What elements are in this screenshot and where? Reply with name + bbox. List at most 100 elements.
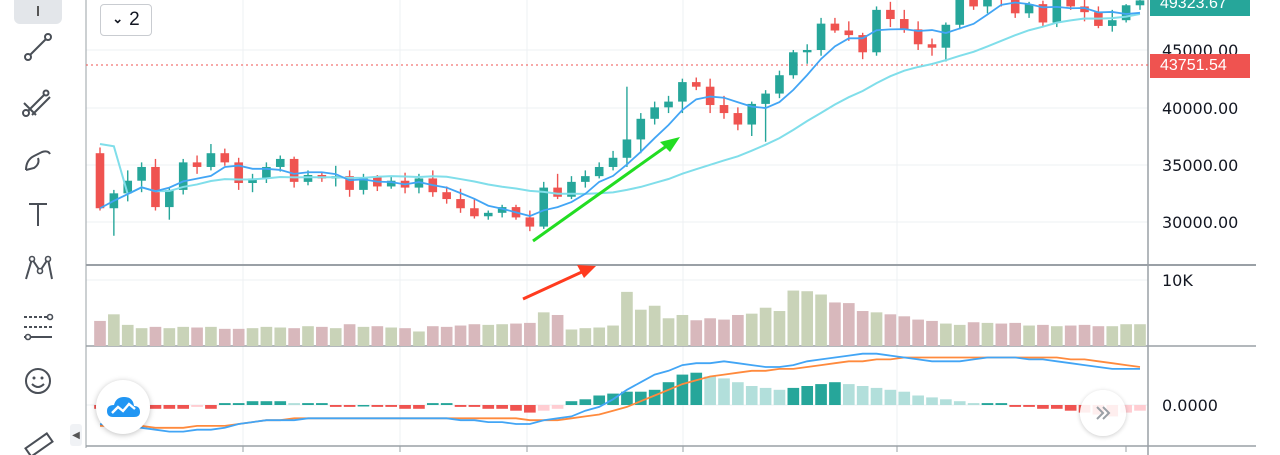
- red-volume-arrow[interactable]: [522, 265, 596, 301]
- candle-body: [1080, 6, 1089, 13]
- macd-histogram-bar: [510, 405, 522, 411]
- tool-pitchfork[interactable]: [14, 83, 62, 123]
- tool-text[interactable]: [14, 194, 62, 234]
- candle: [636, 113, 646, 154]
- candle: [95, 147, 105, 211]
- tool-cursor[interactable]: [14, 0, 62, 24]
- volume-bar: [260, 326, 273, 346]
- macd-histogram-bar: [676, 374, 689, 405]
- candle: [345, 170, 354, 197]
- volume-bar: [551, 314, 564, 346]
- candle-body: [858, 35, 867, 53]
- candle-body: [775, 75, 784, 94]
- tool-pattern[interactable]: [14, 249, 62, 289]
- candle-body: [594, 166, 604, 177]
- candle-body: [691, 82, 701, 87]
- candle-body: [275, 158, 285, 167]
- candle-body: [206, 153, 216, 167]
- candle: [913, 21, 923, 50]
- price-label-35000: 35000.00: [1162, 156, 1238, 175]
- interval-label: 2: [129, 9, 140, 30]
- chevron-left-icon: ◀: [72, 429, 80, 441]
- candle-body: [525, 217, 535, 227]
- volume-bar: [468, 324, 481, 346]
- tool-brush[interactable]: [14, 138, 62, 178]
- macd-histogram-bar: [191, 405, 203, 407]
- tool-measure[interactable]: [14, 305, 62, 345]
- candle: [927, 38, 937, 56]
- volume-bar: [856, 311, 869, 346]
- volume-bar: [135, 328, 148, 346]
- trend-line-icon: [24, 33, 52, 61]
- toolbar-collapse-handle[interactable]: ◀: [70, 424, 82, 446]
- volume-bar: [288, 328, 300, 346]
- scroll-to-realtime-button[interactable]: [1080, 390, 1126, 436]
- volume-bar: [1134, 324, 1146, 346]
- candle-body: [359, 177, 368, 190]
- candle-body: [1107, 20, 1117, 26]
- candle-body: [220, 153, 230, 163]
- tool-emoji[interactable]: [14, 361, 62, 401]
- macd-histogram-bar: [371, 405, 384, 407]
- macd-histogram-bar: [773, 389, 786, 405]
- volume-bar: [274, 327, 287, 346]
- candle-body: [941, 24, 951, 48]
- candle: [289, 156, 299, 188]
- chart-grid: [86, 0, 1148, 448]
- macd-histogram-bar: [745, 386, 758, 405]
- candle: [761, 90, 770, 142]
- volume-bar: [607, 325, 619, 346]
- interval-selector[interactable]: ⌄ 2: [100, 4, 152, 36]
- green-trend-arrow[interactable]: [532, 137, 680, 243]
- double-chevron-right-icon: [1096, 406, 1111, 420]
- macd-histogram-bar: [621, 391, 633, 405]
- macd-histogram-bar: [579, 399, 592, 405]
- candle-body: [1010, 0, 1020, 14]
- macd-histogram-bar: [662, 382, 675, 405]
- candle: [470, 199, 479, 219]
- volume-bar: [884, 314, 897, 346]
- candle-body: [386, 180, 396, 187]
- volume-bar: [121, 324, 134, 346]
- macd-histogram-bar: [482, 405, 495, 409]
- volume-bar: [329, 328, 342, 346]
- macd-histogram-bar: [1134, 405, 1146, 411]
- candle-body: [830, 23, 840, 31]
- candle: [262, 162, 271, 184]
- candle: [1052, 0, 1062, 28]
- candle-body: [248, 178, 257, 184]
- macd-label-zero: 0.0000: [1162, 396, 1218, 415]
- fast-ma-line: [99, 1, 1141, 217]
- candle: [178, 158, 188, 195]
- candle: [1135, 0, 1145, 10]
- tool-ruler[interactable]: [14, 428, 62, 455]
- macd-histogram-bar: [496, 405, 508, 409]
- candle-body: [1135, 0, 1145, 6]
- tool-trend-line[interactable]: [14, 27, 62, 67]
- macd-histogram-bar: [829, 382, 841, 405]
- macd-histogram-bar: [218, 403, 231, 405]
- volume-bar: [953, 324, 966, 346]
- candle: [206, 144, 216, 171]
- volume-bar: [926, 320, 938, 346]
- candle-body: [816, 23, 826, 50]
- volume-bar: [108, 314, 120, 346]
- volume-bar: [940, 323, 952, 346]
- macd-histogram-bar: [648, 389, 661, 405]
- macd-histogram-bar: [898, 391, 911, 405]
- logo-button[interactable]: [96, 380, 150, 434]
- macd-histogram-bar: [995, 403, 1008, 405]
- candle: [234, 157, 243, 190]
- volume-bar: [745, 313, 758, 346]
- candle-body: [1024, 4, 1034, 14]
- volume-bar: [399, 328, 411, 346]
- volume-bar: [537, 312, 550, 346]
- volume-bar: [1023, 325, 1035, 346]
- signal-line: [100, 356, 1141, 429]
- candle: [664, 95, 673, 114]
- candle-body: [636, 118, 646, 140]
- moving-averages: [99, 1, 1141, 217]
- candle-body: [95, 153, 105, 209]
